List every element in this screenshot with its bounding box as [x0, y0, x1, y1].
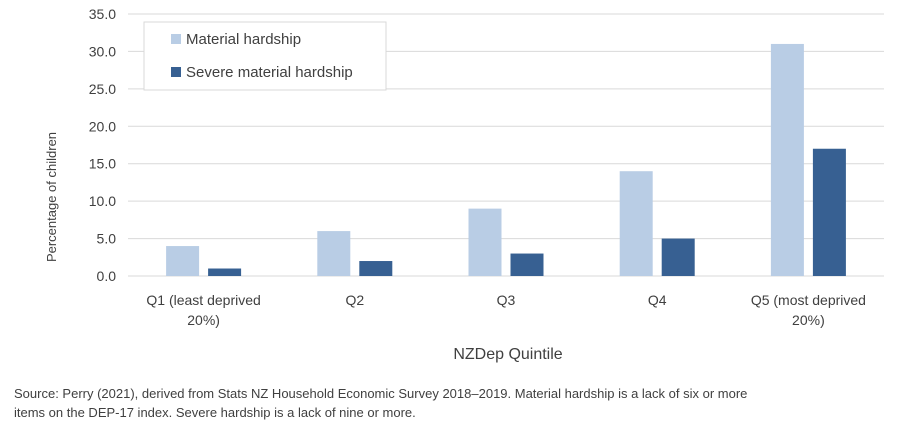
x-tick-label: Q1 (least deprived 20%): [146, 292, 260, 328]
x-tick-label: Q2: [345, 292, 364, 308]
bar-material-hardship: [619, 171, 653, 276]
legend-label: Severe material hardship: [186, 64, 353, 81]
source-note: Source: Perry (2021), derived from Stats…: [14, 386, 748, 420]
bar-material-hardship: [317, 231, 351, 276]
x-tick-label: Q3: [497, 292, 516, 308]
legend-swatch: [171, 34, 181, 44]
bar-material-hardship: [468, 208, 502, 276]
y-tick-label: 15.0: [89, 156, 116, 172]
x-tick-label: Q4: [648, 292, 667, 308]
bar-severe-material-hardship: [510, 253, 544, 276]
y-axis-label: Percentage of children: [44, 132, 59, 262]
bars: [166, 43, 846, 276]
legend: Material hardship Severe material hardshi…: [143, 21, 387, 91]
y-tick-label: 20.0: [89, 118, 116, 134]
bar-severe-material-hardship: [359, 261, 393, 276]
y-tick-label: 30.0: [89, 43, 116, 59]
bar-severe-material-hardship: [208, 268, 242, 276]
y-tick-label: 0.0: [97, 268, 117, 284]
y-tick-label: 10.0: [89, 193, 116, 209]
legend-swatch: [171, 67, 181, 77]
x-axis-label: NZDep Quintile: [453, 346, 562, 363]
y-tick-label: 35.0: [89, 6, 116, 22]
bar-chart: 0.0 5.0 10.0 15.0 20.0 25.0 30.0 35.0 Q1 (least…: [44, 6, 884, 363]
bar-severe-material-hardship: [812, 148, 846, 276]
bar-material-hardship: [770, 43, 804, 276]
x-tick-label: Q5 (most deprived 20%): [751, 292, 866, 328]
bar-severe-material-hardship: [661, 238, 695, 276]
bar-material-hardship: [166, 246, 200, 276]
x-axis-categories: Q1 (least deprived 20%) Q2 Q3 Q4 Q5 (most dep…: [146, 292, 866, 328]
y-tick-label: 5.0: [97, 231, 117, 247]
y-tick-label: 25.0: [89, 81, 116, 97]
y-axis-ticks: 0.0 5.0 10.0 15.0 20.0 25.0 30.0 35.0: [89, 6, 116, 284]
legend-box: [143, 21, 387, 91]
legend-label: Material hardship: [186, 31, 301, 48]
